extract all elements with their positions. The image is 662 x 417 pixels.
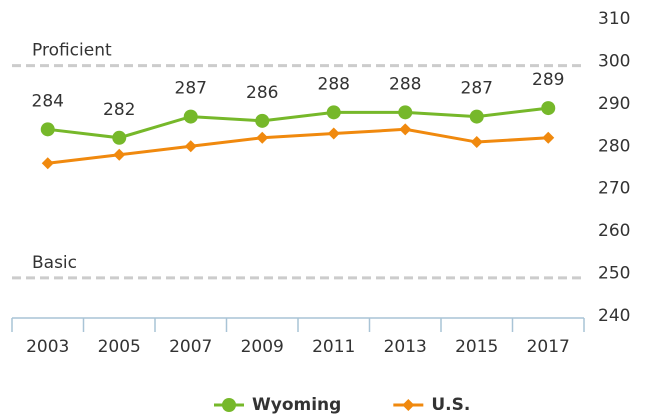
marker — [399, 123, 412, 136]
marker — [183, 109, 198, 124]
series-line — [47, 106, 549, 140]
marker — [469, 109, 484, 124]
marker — [255, 113, 270, 128]
marker — [184, 140, 197, 153]
x-tick-label: 2017 — [527, 337, 570, 357]
data-label: 282 — [103, 100, 135, 120]
data-label: 288 — [318, 74, 350, 94]
legend-label: Wyoming — [252, 395, 341, 415]
x-tick-label: 2011 — [312, 337, 355, 357]
data-label: 287 — [175, 79, 207, 99]
marker — [40, 122, 55, 137]
y-tick-label: 260 — [598, 221, 630, 241]
marker — [541, 101, 556, 116]
x-tick-label: 2009 — [241, 337, 284, 357]
marker — [112, 130, 127, 145]
data-label: 284 — [32, 91, 64, 111]
marker — [326, 105, 341, 120]
x-tick-label: 2013 — [384, 337, 427, 357]
legend-marker — [222, 398, 236, 412]
x-tick-label: 2007 — [169, 337, 212, 357]
data-label: 289 — [532, 70, 564, 90]
marker — [256, 131, 269, 144]
x-tick-label: 2005 — [98, 337, 141, 357]
marker — [542, 131, 555, 144]
y-tick-label: 240 — [598, 306, 630, 326]
marker — [41, 157, 54, 170]
x-tick-label: 2015 — [455, 337, 498, 357]
marker — [113, 148, 126, 161]
marker — [398, 105, 413, 120]
series-line — [47, 127, 549, 165]
data-label: 286 — [246, 83, 278, 103]
data-label: 287 — [461, 79, 493, 99]
y-tick-label: 280 — [598, 136, 630, 156]
y-tick-label: 290 — [598, 94, 630, 114]
marker — [327, 127, 340, 140]
reference-label: Proficient — [32, 41, 112, 61]
y-tick-label: 250 — [598, 264, 630, 284]
legend-marker — [402, 399, 415, 411]
y-tick-label: 300 — [598, 51, 630, 71]
x-tick-label: 2003 — [26, 337, 69, 357]
marker — [470, 136, 483, 149]
legend-label: U.S. — [431, 395, 470, 415]
data-label: 288 — [389, 74, 421, 94]
reference-label: Basic — [32, 253, 77, 273]
y-tick-label: 310 — [598, 9, 630, 29]
y-tick-label: 270 — [598, 179, 630, 199]
